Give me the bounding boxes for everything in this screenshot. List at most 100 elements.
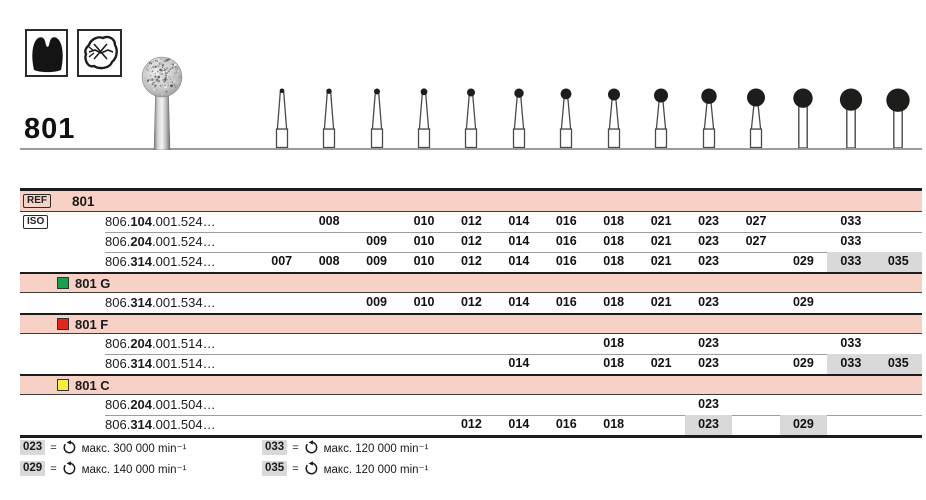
size-cell (543, 395, 590, 415)
size-cell: 014 (508, 233, 530, 248)
size-cell: 008 (318, 213, 340, 228)
iso-row: 806.204.001.514… 018 023 033 (20, 334, 922, 355)
size-cell: 012 (460, 295, 482, 309)
size-cell: 023 (698, 335, 719, 350)
size-cell: 023 (698, 356, 719, 370)
equals-sign: = (292, 441, 299, 454)
size-cell (732, 415, 779, 435)
legend-max-speed: макс. 140 000 min⁻¹ (81, 463, 187, 476)
size-cell (353, 415, 400, 435)
size-cell: 018 (603, 254, 625, 268)
series-label: 801 F (75, 316, 109, 332)
legend-item: 033 = макс. 120 000 min⁻¹ (262, 437, 428, 458)
size-cell (353, 212, 400, 232)
size-cell: 021 (650, 254, 672, 268)
iso-code: 806.314.001.534… (105, 295, 216, 310)
size-cell: 029 (779, 415, 828, 435)
size-cell (637, 395, 684, 415)
size-cell: 023 (698, 233, 719, 248)
iso-row: 806.314.001.514… 014 018 021 023 029 033 035 (20, 354, 922, 374)
size-cell (353, 334, 400, 354)
bur-silhouette (312, 86, 346, 153)
size-cell: 016 (555, 417, 577, 431)
size-cell (732, 395, 779, 415)
legend-size-chip: 023 (20, 440, 46, 455)
iso-row: 806.314.001.504… 012 014 016 018 023 029 (20, 415, 922, 435)
size-cell (637, 415, 684, 435)
bur-silhouette (644, 86, 678, 153)
size-cell: 009 (366, 295, 387, 309)
size-cell: 012 (460, 254, 482, 268)
product-number: 801 (24, 113, 76, 145)
size-cell (590, 395, 637, 415)
product-table: REF 801 ISO 806.104.001.524… 008 010 012 014 016… (20, 188, 922, 438)
size-cell (827, 395, 874, 415)
bur-silhouette (360, 86, 394, 153)
bur-silhouette (265, 86, 299, 153)
size-cell (305, 232, 352, 252)
series-label: 801 C (75, 377, 110, 393)
size-cell (875, 212, 922, 232)
size-cell: 016 (555, 213, 577, 228)
iso-badge: ISO (23, 215, 49, 229)
size-cell: 014 (508, 254, 530, 268)
size-cell (827, 293, 874, 313)
size-cell (400, 415, 447, 435)
rotation-speed-icon (63, 461, 75, 475)
iso-code: 806.314.001.524… (105, 254, 216, 269)
equals-sign: = (50, 441, 57, 454)
bur-silhouette (692, 86, 726, 153)
size-cell (780, 232, 827, 252)
size-cell: 021 (650, 213, 672, 228)
size-cell: 014 (508, 213, 530, 228)
bur-baseline (20, 148, 922, 150)
size-cell (305, 334, 352, 354)
product-ref-row: REF 801 (20, 191, 922, 212)
size-cell: 016 (555, 254, 577, 268)
iso-row: 806.314.001.534… 009 010 012 014 016 018 021 023… (20, 293, 922, 313)
grit-color-swatch (57, 277, 69, 289)
size-cell: 035 (874, 252, 922, 272)
size-cell (448, 395, 495, 415)
size-cell: 018 (603, 356, 625, 370)
size-cell: 033 (827, 252, 875, 272)
size-cell (732, 354, 779, 374)
size-cell (780, 212, 827, 232)
legend-size-chip: 035 (262, 461, 288, 476)
iso-code: 806.314.001.514… (105, 356, 216, 371)
legend-size-chip: 033 (262, 440, 288, 455)
size-cell (305, 293, 352, 313)
legend-max-speed: макс. 120 000 min⁻¹ (323, 463, 429, 476)
size-cell: 027 (745, 233, 767, 248)
bur-silhouette (549, 86, 583, 153)
series-label: 801 G (75, 275, 111, 291)
size-cell (258, 334, 305, 354)
size-cell (448, 354, 495, 374)
size-cell: 007 (271, 254, 293, 268)
bur-silhouette (597, 86, 631, 153)
size-cell (353, 354, 400, 374)
legend-item: 035 = макс. 120 000 min⁻¹ (262, 458, 428, 479)
size-cell (400, 354, 447, 374)
size-cell: 027 (745, 213, 767, 228)
size-cell (875, 232, 922, 252)
size-cell (780, 334, 827, 354)
size-cell (543, 334, 590, 354)
size-cell: 009 (366, 254, 387, 268)
legend-max-speed: макс. 300 000 min⁻¹ (81, 442, 187, 455)
grit-color-swatch (57, 318, 69, 330)
size-cell (732, 252, 779, 272)
size-cell (875, 334, 922, 354)
size-cell: 010 (413, 213, 435, 228)
size-cell: 033 (840, 335, 862, 350)
size-cell: 016 (555, 295, 577, 309)
size-cell: 021 (650, 295, 672, 309)
iso-code: 806.104.001.524… (105, 213, 216, 229)
size-cell (875, 293, 922, 313)
size-cell (258, 415, 305, 435)
size-cell: 016 (555, 233, 577, 248)
legend-size-chip: 029 (20, 461, 46, 476)
bur-silhouette (786, 86, 820, 153)
bur-silhouette (407, 86, 441, 153)
